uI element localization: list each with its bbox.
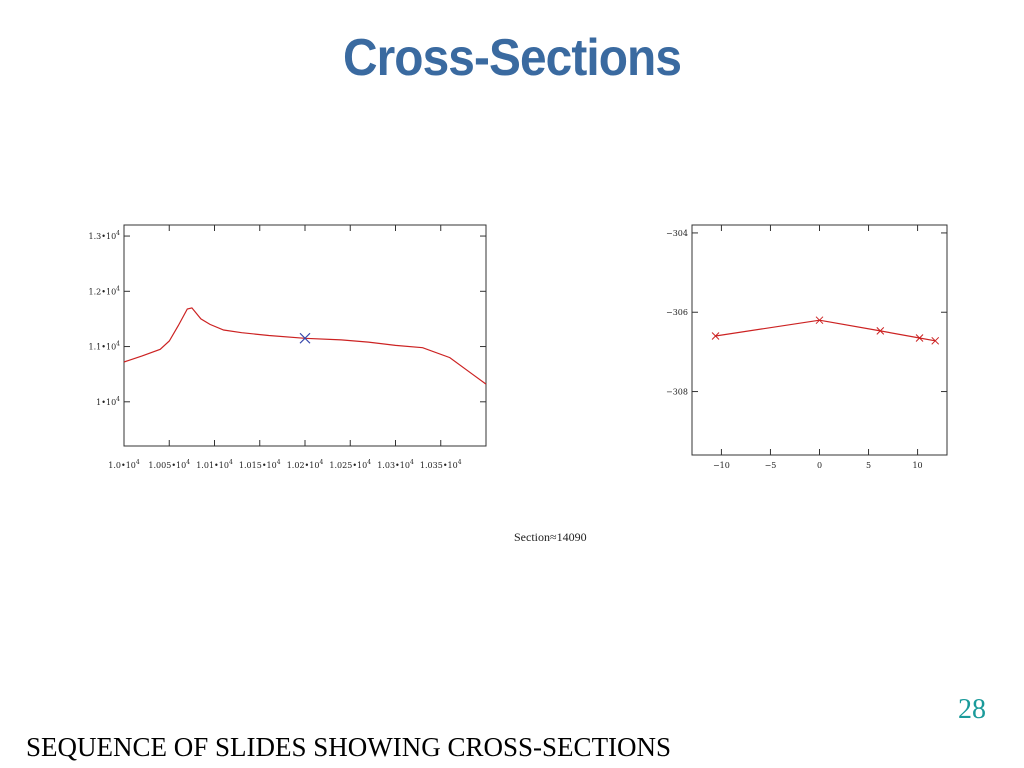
x-tick-label: 1.025•104 bbox=[329, 459, 371, 470]
y-tick-exponent: 4 bbox=[116, 396, 120, 403]
data-point-stroke bbox=[711, 332, 720, 340]
slide-title: Cross-Sections bbox=[342, 29, 682, 87]
profile-chart: −10 −5 0 5 10 −304 −306 −308 bbox=[666, 224, 948, 470]
x-tick-exponent: 4 bbox=[277, 459, 281, 466]
data-point bbox=[876, 327, 885, 335]
x-tick-mantissa: 1.0•10 bbox=[108, 461, 136, 470]
x-tick-label: 1.0•104 bbox=[108, 459, 140, 470]
x-tick-label: 1.015•104 bbox=[239, 459, 281, 470]
x-tick-exponent: 4 bbox=[229, 459, 233, 466]
x-tick-mantissa: 1.015•10 bbox=[239, 461, 277, 470]
x-tick-mantissa: 1.025•10 bbox=[329, 461, 367, 470]
plot-frame bbox=[123, 224, 487, 447]
plot-frame bbox=[691, 224, 948, 456]
y-tick-label: 1•104 bbox=[96, 396, 120, 407]
x-tick-exponent: 4 bbox=[186, 459, 190, 466]
x-tick-exponent: 4 bbox=[367, 459, 371, 466]
x-tick-exponent: 4 bbox=[458, 459, 462, 466]
y-tick-exponent: 4 bbox=[116, 341, 120, 348]
x-tick-label: 5 bbox=[866, 461, 871, 470]
position-marker bbox=[299, 332, 311, 344]
y-tick-mantissa: 1.1•10 bbox=[89, 343, 117, 352]
x-tick-mantissa: 1.035•10 bbox=[420, 461, 458, 470]
y-tick-exponent: 4 bbox=[116, 230, 120, 237]
y-tick-mantissa: 1.2•10 bbox=[89, 287, 117, 296]
data-point bbox=[815, 316, 824, 325]
series-line bbox=[715, 319, 936, 342]
data-point-stroke bbox=[915, 334, 924, 342]
y-tick-label: −304 bbox=[666, 229, 688, 238]
x-tick-label: −10 bbox=[713, 461, 730, 470]
position-marker-stroke bbox=[299, 332, 311, 344]
y-tick-label: −306 bbox=[666, 308, 688, 317]
data-point-stroke bbox=[931, 336, 940, 345]
x-tick-label: 1.005•104 bbox=[148, 459, 190, 470]
x-tick-label: 0 bbox=[817, 461, 822, 470]
x-tick-label: 1.01•104 bbox=[196, 459, 233, 470]
data-point-stroke bbox=[876, 327, 885, 335]
y-tick-mantissa: 1.3•10 bbox=[89, 232, 117, 241]
x-tick-mantissa: 1.005•10 bbox=[148, 461, 186, 470]
cross-section-chart: 1.0•104 1.005•104 1.01•104 1.015•104 1.02•10… bbox=[89, 224, 487, 470]
x-tick-exponent: 4 bbox=[410, 459, 414, 466]
x-tick-label: 1.035•104 bbox=[420, 459, 462, 470]
y-tick-label: 1.3•104 bbox=[89, 230, 121, 241]
x-tick-mantissa: 1.02•10 bbox=[287, 461, 320, 470]
x-tick-label: 10 bbox=[912, 461, 922, 470]
data-point-stroke bbox=[815, 316, 824, 325]
x-tick-label: −5 bbox=[765, 461, 777, 470]
x-tick-label: 1.02•104 bbox=[287, 459, 324, 470]
series-line bbox=[123, 307, 487, 385]
slide-caption: SEQUENCE OF SLIDES SHOWING CROSS-SECTION… bbox=[26, 732, 672, 762]
x-tick-mantissa: 1.01•10 bbox=[196, 461, 229, 470]
y-tick-label: 1.1•104 bbox=[89, 341, 121, 352]
x-tick-label: 1.03•104 bbox=[377, 459, 414, 470]
data-point bbox=[711, 332, 720, 340]
y-tick-label: −308 bbox=[666, 388, 688, 397]
x-tick-mantissa: 1.03•10 bbox=[377, 461, 410, 470]
x-tick-exponent: 4 bbox=[319, 459, 323, 466]
y-tick-exponent: 4 bbox=[116, 285, 120, 292]
x-tick-exponent: 4 bbox=[136, 459, 140, 466]
y-tick-mantissa: 1•10 bbox=[96, 398, 116, 407]
y-tick-label: 1.2•104 bbox=[89, 285, 121, 296]
data-point bbox=[931, 336, 940, 345]
slide-number: 28 bbox=[958, 694, 986, 725]
section-readout: Section≈14090 bbox=[514, 530, 587, 544]
data-point bbox=[915, 334, 924, 342]
